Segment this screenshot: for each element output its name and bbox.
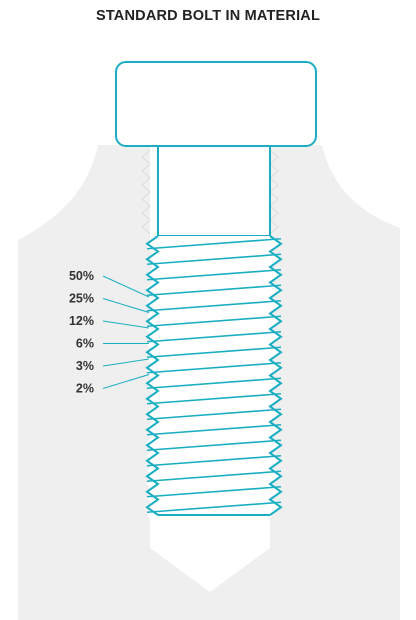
thread-crest-line [146,284,282,297]
load-label: 25% [69,292,94,306]
bolt-shank [157,145,271,237]
thread-crest-line [146,485,282,498]
thread-crest-line [146,315,282,328]
thread-crest-line [146,330,282,343]
leader-line [102,275,150,298]
material-block [18,145,400,620]
thread-edge-left [145,235,160,516]
thread-crest-line [146,423,282,436]
leader-line [102,298,150,313]
leader-line [102,374,150,389]
thread-crest-line [146,253,282,266]
load-label: 12% [69,314,94,328]
thread-crest-line [146,470,282,483]
leader-line [102,358,150,367]
thread-crest-line [146,237,282,250]
thread-crest-line [146,439,282,452]
thread-crest-line [146,299,282,312]
thread-crest-line [146,392,282,405]
leader-line [102,320,150,329]
load-label: 6% [76,337,94,351]
thread-crest-line [146,377,282,390]
thread-crest-line [146,361,282,374]
load-label: 3% [76,359,94,373]
load-label: 2% [76,382,94,396]
thread-crest-line [146,346,282,359]
thread-crest-line [146,268,282,281]
thread-edge-right [268,235,283,516]
bolt-threads [145,235,283,516]
diagram-title: STANDARD BOLT IN MATERIAL [95,8,321,24]
thread-crest-line [146,501,282,514]
bolt-head [115,61,317,147]
bolt-thread-body [147,236,281,515]
load-label: 50% [69,269,94,283]
thread-crest-line [146,454,282,467]
load-labels: 50% 25% 12% 6% 3% 2% [69,269,150,396]
hole-thread-left [141,149,151,235]
thread-crest-line [146,408,282,421]
